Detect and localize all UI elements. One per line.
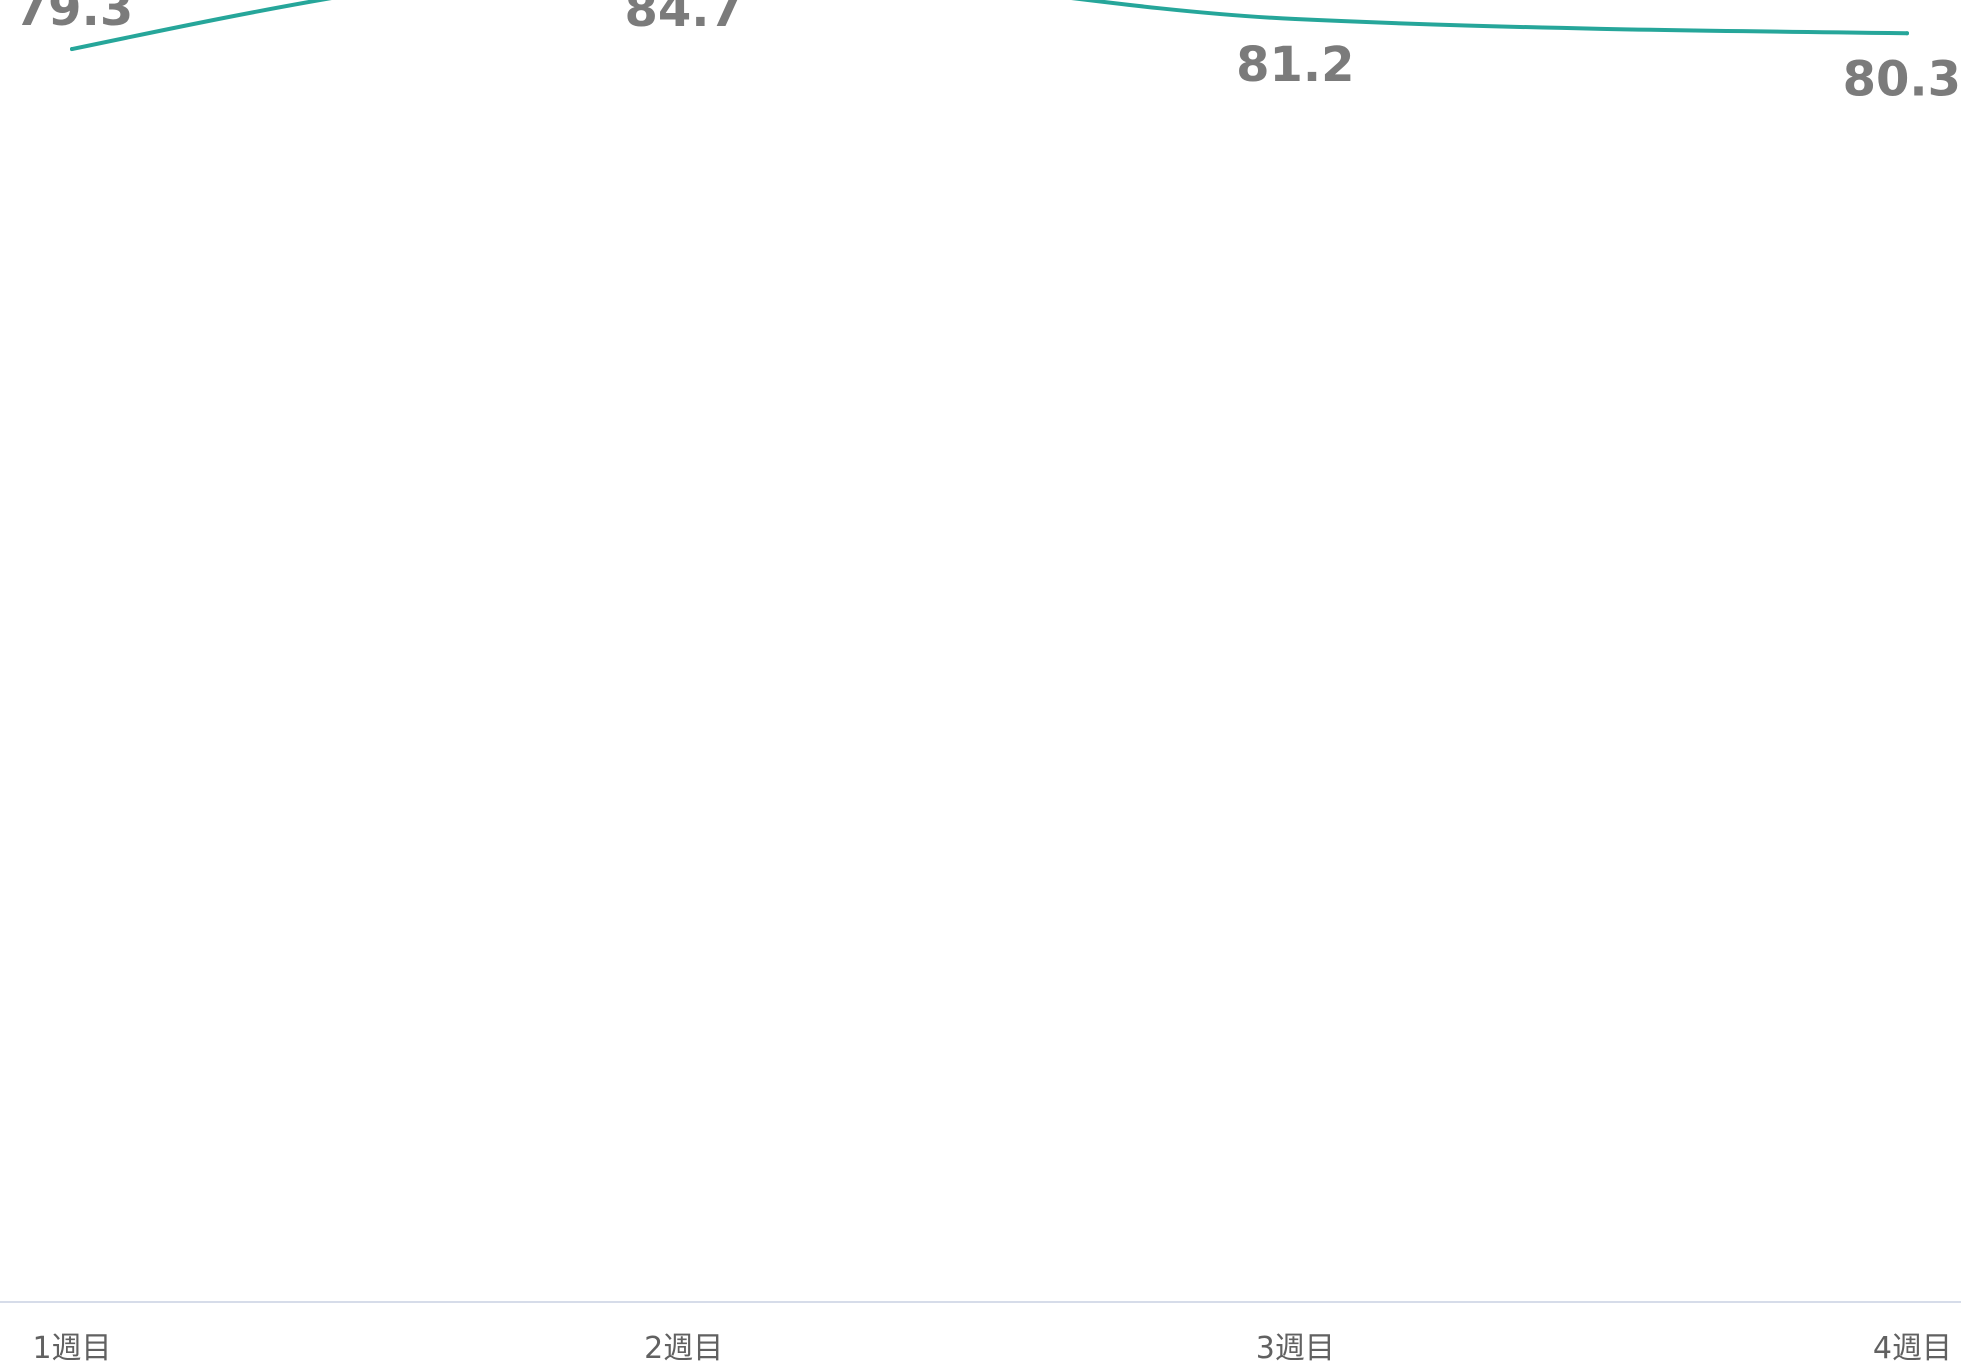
x-tick-label: 1週目 bbox=[32, 1331, 111, 1365]
x-tick-label: 4週目 bbox=[1873, 1331, 1952, 1365]
x-tick-label: 2週目 bbox=[644, 1331, 723, 1365]
x-axis-tick-labels: 1週目 2週目 3週目 4週目 bbox=[32, 1331, 1952, 1365]
data-label: 84.7 bbox=[624, 0, 742, 38]
data-point bbox=[1905, 31, 1909, 36]
data-label: 79.3 bbox=[15, 0, 133, 37]
plot-area bbox=[70, 0, 1909, 52]
data-label: 81.2 bbox=[1236, 37, 1354, 93]
data-point bbox=[1293, 17, 1298, 22]
data-labels: 79.3 84.7 81.2 80.3 bbox=[15, 0, 1961, 107]
series-line bbox=[70, 0, 1909, 52]
data-point bbox=[70, 47, 74, 52]
data-label: 80.3 bbox=[1843, 51, 1961, 107]
x-tick-label: 3週目 bbox=[1256, 1331, 1335, 1365]
